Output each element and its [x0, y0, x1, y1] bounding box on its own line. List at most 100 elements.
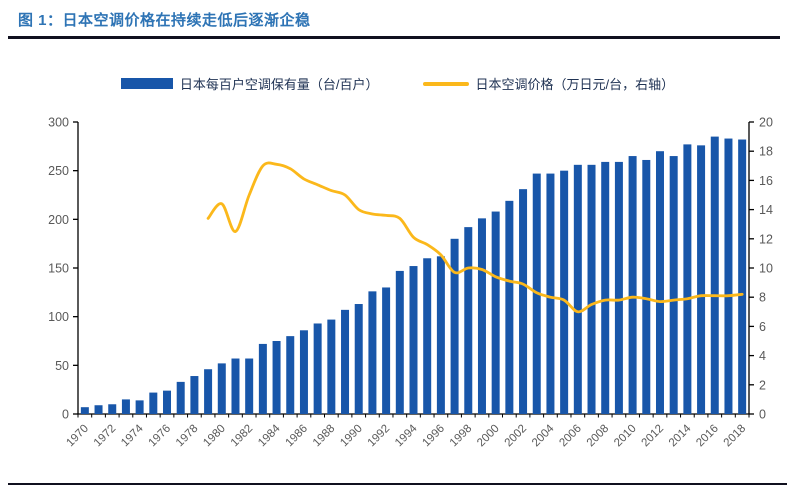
- x-axis-tick-label: 1998: [448, 423, 475, 450]
- bar-1981: [231, 358, 240, 414]
- bar-1993: [395, 270, 404, 414]
- bar-2001: [505, 200, 514, 414]
- x-axis-tick-label: 2018: [722, 423, 749, 450]
- legend-item-price: 日本空调价格（万日元/台，右轴）: [422, 74, 675, 93]
- left-axis-tick-label: 50: [55, 359, 69, 373]
- bar-2015: [697, 145, 706, 415]
- x-axis-tick-label: 1990: [338, 423, 365, 450]
- right-axis-tick-label: 2: [759, 378, 766, 392]
- right-axis-tick-label: 10: [759, 262, 773, 276]
- legend-item-ownership: 日本每百户空调保有量（台/百户）: [120, 74, 379, 93]
- bar-1973: [121, 399, 130, 414]
- left-axis-tick-label: 100: [48, 310, 69, 324]
- line-series-label: 日本空调价格（万日元/台，右轴）: [475, 77, 675, 92]
- bar-1975: [149, 392, 158, 414]
- x-axis-tick-label: 1984: [256, 422, 283, 449]
- x-axis-tick-label: 2008: [585, 423, 612, 450]
- x-axis-tick-label: 1974: [119, 422, 146, 449]
- right-axis-tick-label: 12: [759, 232, 773, 246]
- x-axis-tick-label: 2016: [694, 423, 721, 450]
- x-axis-tick-label: 1980: [201, 423, 228, 450]
- left-axis-tick-label: 0: [62, 408, 69, 422]
- figure-title: 图 1：日本空调价格在持续走低后逐渐企稳: [18, 12, 311, 29]
- left-axis-tick-label: 150: [48, 262, 69, 276]
- bar-2011: [642, 159, 651, 414]
- bar-2012: [655, 151, 664, 414]
- x-axis-tick-label: 1976: [147, 423, 174, 450]
- x-axis-tick-label: 2006: [557, 423, 584, 450]
- bar-1977: [176, 381, 185, 414]
- right-axis-tick-label: 6: [759, 320, 766, 334]
- bar-1992: [382, 287, 391, 414]
- bar-series-label: 日本每百户空调保有量（台/百户）: [179, 77, 379, 92]
- bar-2005: [560, 170, 569, 414]
- left-axis-tick-label: 300: [48, 116, 69, 130]
- bar-1990: [354, 304, 363, 414]
- bar-2016: [710, 136, 719, 414]
- bar-2009: [614, 161, 623, 414]
- right-axis-tick-label: 20: [759, 116, 773, 130]
- chart-legend: 日本每百户空调保有量（台/百户） 日本空调价格（万日元/台，右轴）: [0, 74, 795, 93]
- bar-1972: [108, 404, 117, 414]
- bar-1999: [477, 218, 486, 414]
- x-axis-tick-label: 1978: [174, 423, 201, 450]
- bar-2017: [724, 138, 733, 414]
- line-series-swatch: [422, 81, 469, 86]
- x-axis-tick-label: 2000: [475, 423, 502, 450]
- left-axis-tick-label: 200: [48, 213, 69, 227]
- x-axis-tick-label: 2014: [667, 422, 694, 449]
- x-axis-tick-label: 1988: [311, 423, 338, 450]
- bar-2007: [587, 164, 596, 414]
- bar-2004: [546, 173, 555, 414]
- bar-2002: [519, 189, 528, 414]
- bar-1994: [409, 266, 418, 414]
- bar-1984: [272, 341, 281, 414]
- right-axis-tick-label: 14: [759, 203, 773, 217]
- x-axis-tick-label: 1992: [366, 423, 393, 450]
- x-axis-tick-label: 1982: [229, 423, 256, 450]
- bar-2018: [738, 139, 747, 414]
- bar-1976: [163, 390, 172, 414]
- bar-1987: [313, 323, 322, 414]
- bar-1971: [94, 405, 103, 414]
- bar-2014: [683, 144, 692, 415]
- x-axis-tick-label: 1994: [393, 422, 420, 449]
- bar-2000: [491, 211, 500, 414]
- right-axis-tick-label: 8: [759, 291, 766, 305]
- x-axis-tick-label: 1986: [283, 423, 310, 450]
- bar-2010: [628, 156, 637, 415]
- bar-2006: [573, 164, 582, 414]
- right-axis-tick-label: 16: [759, 174, 773, 188]
- x-axis-tick-label: 1996: [420, 423, 447, 450]
- bar-2013: [669, 156, 678, 415]
- right-axis-tick-label: 4: [759, 349, 766, 363]
- bar-1998: [464, 227, 473, 414]
- bar-1979: [204, 369, 213, 414]
- price-line: [206, 161, 744, 314]
- bar-1991: [368, 291, 377, 414]
- title-divider-line: [8, 36, 780, 39]
- x-axis-tick-label: 2004: [530, 422, 557, 449]
- bar-2008: [601, 161, 610, 414]
- bar-1974: [135, 400, 144, 414]
- x-axis-tick-label: 2002: [503, 423, 530, 450]
- bar-1986: [299, 330, 308, 414]
- right-axis-tick-label: 0: [759, 408, 766, 422]
- bottom-divider-line: [8, 483, 787, 485]
- bar-1997: [450, 238, 459, 414]
- bar-1988: [327, 319, 336, 414]
- bar-1983: [258, 343, 267, 414]
- x-axis-tick-label: 2012: [640, 423, 667, 450]
- bar-1978: [190, 376, 199, 414]
- ownership-bars: [80, 136, 747, 415]
- x-axis-tick-label: 2010: [612, 423, 639, 450]
- bar-1980: [217, 363, 226, 414]
- bar-1995: [423, 258, 432, 414]
- right-axis-tick-label: 18: [759, 145, 773, 159]
- x-axis-tick-label: 1970: [64, 423, 91, 450]
- bar-1996: [436, 256, 445, 414]
- bar-1989: [341, 309, 350, 414]
- left-axis-tick-label: 250: [48, 164, 69, 178]
